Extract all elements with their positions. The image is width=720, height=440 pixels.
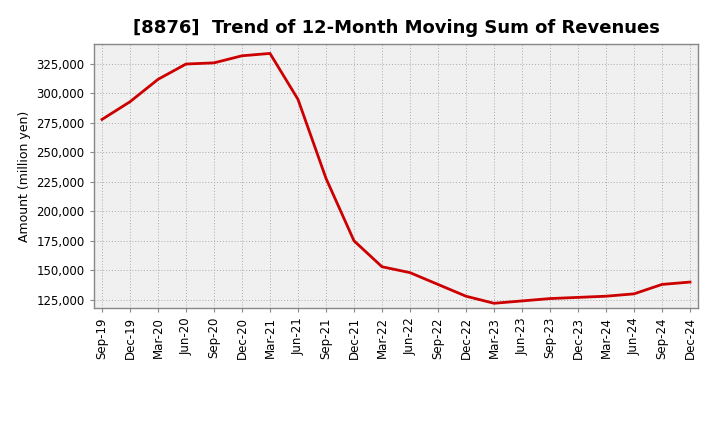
Y-axis label: Amount (million yen): Amount (million yen) bbox=[18, 110, 31, 242]
Title: [8876]  Trend of 12-Month Moving Sum of Revenues: [8876] Trend of 12-Month Moving Sum of R… bbox=[132, 19, 660, 37]
